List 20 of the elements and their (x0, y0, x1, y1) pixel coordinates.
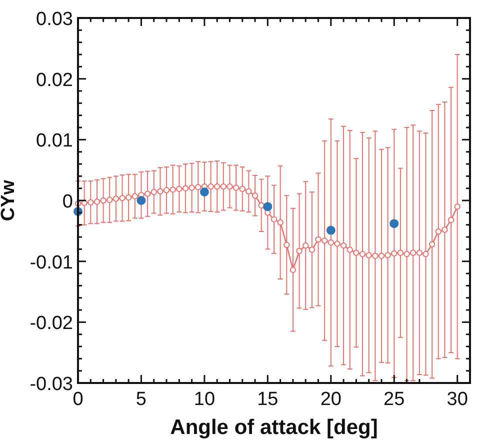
y-axis-title: CYw (0, 180, 19, 222)
y-tick-label: 0.03 (36, 9, 73, 30)
x-tick-label: 5 (136, 389, 147, 410)
y-tick-label: -0.03 (30, 374, 73, 395)
y-tick-label: 0 (62, 192, 73, 212)
x-tick-label: 30 (446, 389, 468, 410)
x-axis-title: Angle of attack [deg] (170, 416, 378, 439)
x-tick-label: 20 (320, 389, 342, 410)
x-tick-label: 15 (257, 389, 278, 410)
point (263, 202, 272, 212)
point (200, 187, 209, 196)
y-tick-label: 0.01 (36, 130, 73, 152)
point (326, 226, 336, 235)
y-tick-label: -0.01 (30, 252, 73, 274)
y-tick-label: 0.02 (36, 70, 73, 91)
x-tick-label: 10 (194, 389, 216, 410)
x-tick-label: 25 (384, 389, 405, 410)
point (390, 219, 399, 228)
y-tick-label: -0.02 (30, 313, 73, 334)
point (136, 196, 146, 205)
